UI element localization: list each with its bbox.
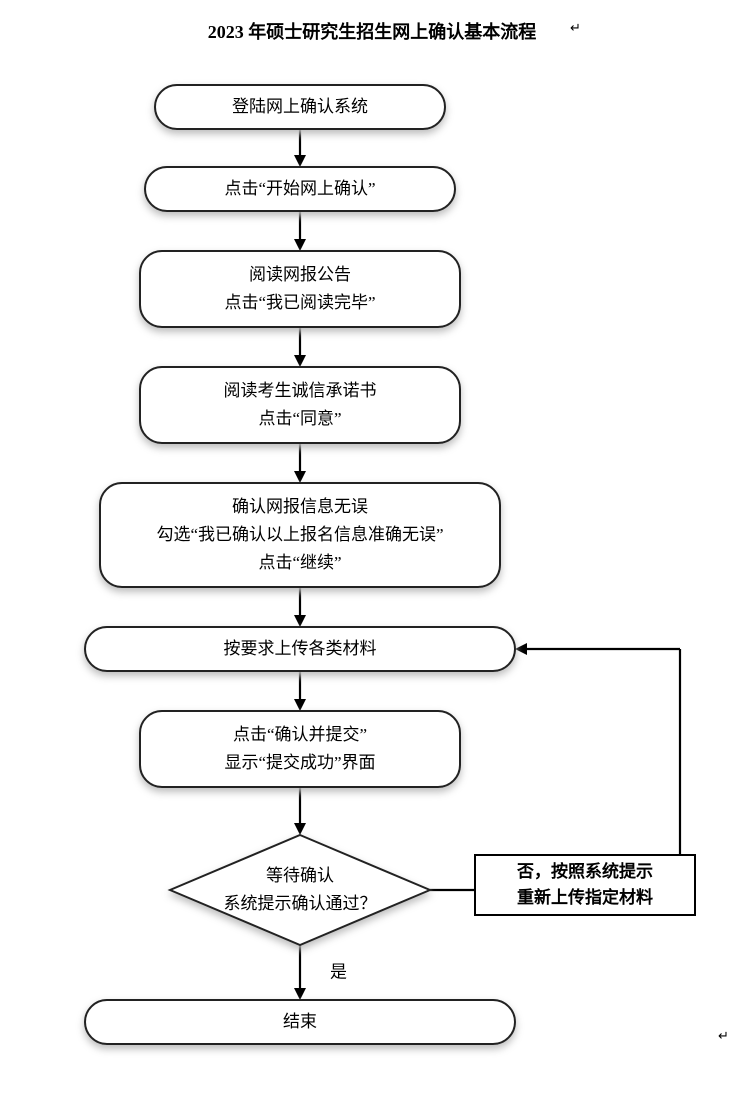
flow-process-n4 [140, 367, 460, 443]
feedback-note-text: 否，按照系统提示 [516, 861, 653, 881]
node-text: 确认网报信息无误 [232, 497, 368, 516]
node-text: 显示“提交成功”界面 [224, 753, 375, 772]
footer-pilcrow: ↵ [718, 1028, 729, 1044]
page-title: 2023 年硕士研究生招生网上确认基本流程 [0, 18, 744, 44]
page-root: 2023 年硕士研究生招生网上确认基本流程 ↵ 是 登陆网上确认系统点击“开始网上… [0, 0, 744, 1100]
node-text: 系统提示确认通过？ [224, 894, 377, 913]
edge-label: 是 [330, 963, 347, 982]
node-text: 点击“确认并提交” [233, 725, 367, 744]
node-text: 按要求上传各类材料 [224, 639, 377, 658]
flowchart-canvas: 是 登陆网上确认系统点击“开始网上确认” 阅读网报公告点击“我已阅读完毕” 阅读考生诚… [0, 65, 744, 1100]
node-text: 点击“继续” [258, 553, 341, 572]
node-text: 阅读考生诚信承诺书 [224, 381, 377, 400]
node-text: 等待确认 [266, 866, 334, 885]
flow-process-n3 [140, 251, 460, 327]
title-pilcrow: ↵ [570, 20, 581, 36]
flow-decision-d1 [170, 835, 430, 945]
node-text: 勾选“我已确认以上报名信息准确无误” [156, 525, 443, 544]
node-text: 阅读网报公告 [249, 265, 351, 284]
feedback-note-text: 重新上传指定材料 [517, 887, 653, 907]
node-text: 点击“我已阅读完毕” [224, 293, 375, 312]
node-text: 点击“开始网上确认” [224, 179, 375, 198]
node-text: 点击“同意” [258, 409, 341, 428]
flow-process-n7 [140, 711, 460, 787]
node-text: 登陆网上确认系统 [232, 97, 368, 116]
node-text: 结束 [283, 1012, 317, 1031]
